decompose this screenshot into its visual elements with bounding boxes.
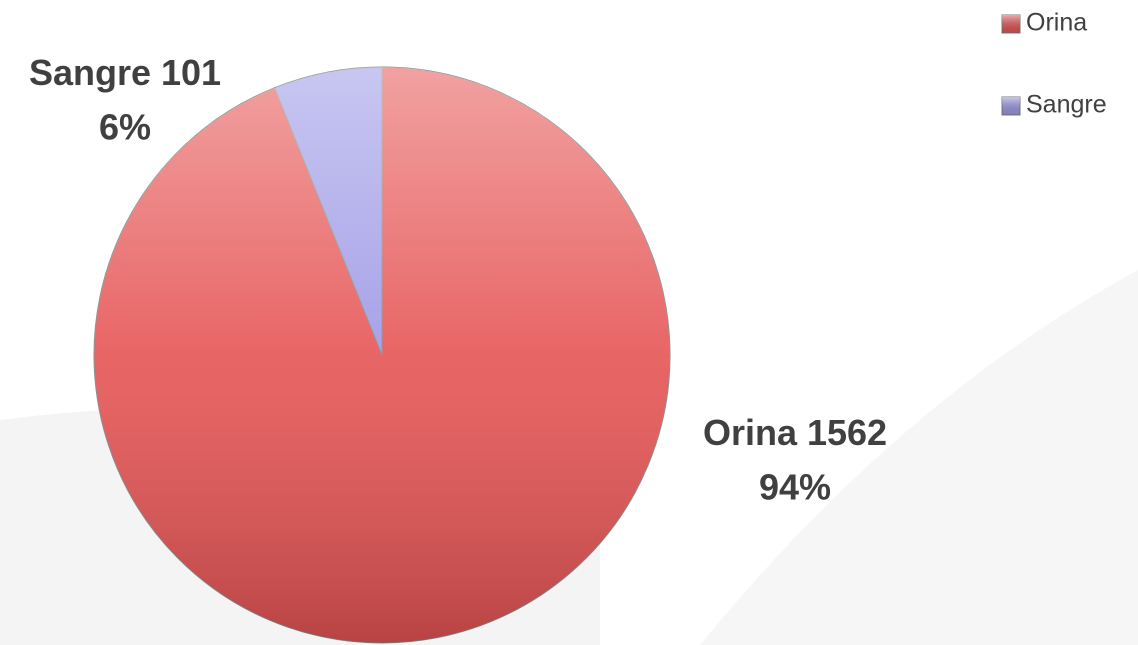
data-label: Sangre 101	[29, 52, 221, 93]
legend-swatch-shade	[1002, 15, 1020, 33]
label-category: Orina	[703, 412, 798, 453]
data-label: Orina 1562	[703, 412, 887, 453]
legend-label: Sangre	[1026, 91, 1107, 119]
percentage-label: 94%	[759, 467, 831, 508]
legend-swatch-shade	[1002, 97, 1020, 115]
legend: Orina Sangre	[1001, 9, 1107, 119]
label-value: 1562	[807, 412, 887, 453]
legend-label: Orina	[1026, 9, 1087, 37]
percentage-label: 6%	[99, 107, 151, 148]
background-swoosh	[700, 270, 1138, 645]
label-category: Sangre	[29, 52, 151, 93]
pie	[93, 66, 671, 644]
label-value: 101	[161, 52, 221, 93]
